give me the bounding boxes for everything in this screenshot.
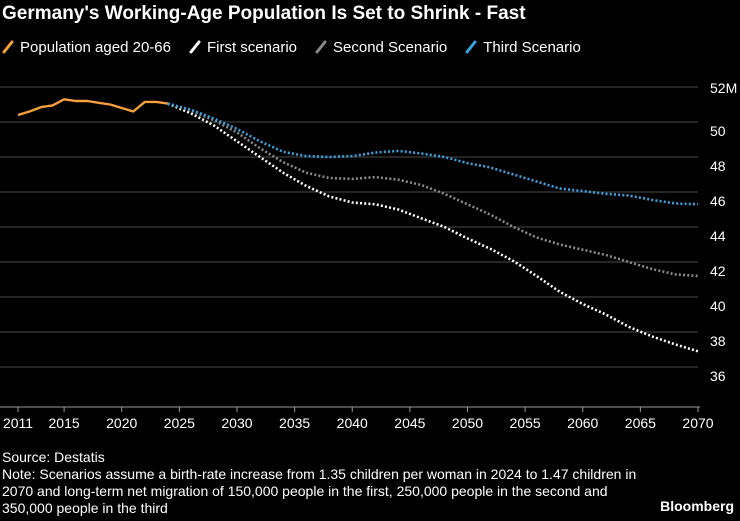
y-tick-label: 50 — [710, 123, 726, 139]
y-tick-label: 44 — [710, 228, 726, 244]
series-line-first-scenario — [167, 102, 699, 353]
y-tick-label: 40 — [710, 298, 726, 314]
x-tick-label: 2065 — [625, 415, 656, 431]
y-tick-label: 46 — [710, 193, 726, 209]
x-tick-label: 2060 — [567, 415, 598, 431]
y-tick-label: 36 — [710, 368, 726, 384]
legend-item-first-scenario: First scenario — [189, 39, 297, 56]
legend-swatch-third-scenario — [465, 40, 477, 54]
legend-item-population: Population aged 20-66 — [2, 39, 171, 56]
y-tick-label: 42 — [710, 263, 726, 279]
line-chart: 36 38 40 42 44 46 48 50 52M 2011 2015 2020 2025 2030 2… — [0, 80, 737, 431]
legend-label-third-scenario: Third Scenario — [483, 38, 581, 56]
legend-label-second-scenario: Second Scenario — [333, 38, 448, 56]
legend-label-population: Population aged 20-66 — [20, 38, 171, 56]
legend-swatch-second-scenario — [315, 40, 327, 54]
series-line-population-aged-20-66 — [17, 98, 168, 117]
brand-logo-text: Bloomberg — [660, 498, 734, 514]
legend-item-second-scenario: Second Scenario — [315, 39, 447, 56]
legend-item-third-scenario: Third Scenario — [465, 39, 581, 56]
x-tick-label: 2011 — [3, 415, 33, 431]
chart-footer: Source: Destatis Note: Scenarios assume … — [2, 449, 662, 517]
x-tick-label: 2025 — [164, 415, 195, 431]
x-tick-label: 2020 — [106, 415, 137, 431]
x-tick-label: 2055 — [510, 415, 541, 431]
chart-legend: Population aged 20-66 First scenario Sec… — [2, 38, 599, 56]
legend-label-first-scenario: First scenario — [206, 38, 297, 56]
y-tick-label: 48 — [710, 158, 726, 174]
legend-swatch-first-scenario — [189, 40, 201, 54]
series-line-third-scenario — [167, 102, 699, 206]
y-tick-label: 52M — [710, 80, 737, 96]
x-tick-label: 2030 — [221, 415, 252, 431]
x-tick-label: 2015 — [49, 415, 80, 431]
chart-title: Germany's Working-Age Population Is Set … — [2, 3, 526, 24]
legend-swatch-population — [2, 40, 14, 54]
x-tick-label: 2035 — [279, 415, 310, 431]
source-text: Source: Destatis — [2, 449, 105, 465]
x-tick-label: 2050 — [452, 415, 483, 431]
y-tick-label: 38 — [710, 333, 726, 349]
x-tick-label: 2070 — [682, 415, 713, 431]
series-line-second-scenario — [167, 102, 699, 278]
x-tick-label: 2045 — [394, 415, 425, 431]
note-text: Note: Scenarios assume a birth-rate incr… — [2, 466, 637, 516]
x-tick-label: 2040 — [337, 415, 368, 431]
